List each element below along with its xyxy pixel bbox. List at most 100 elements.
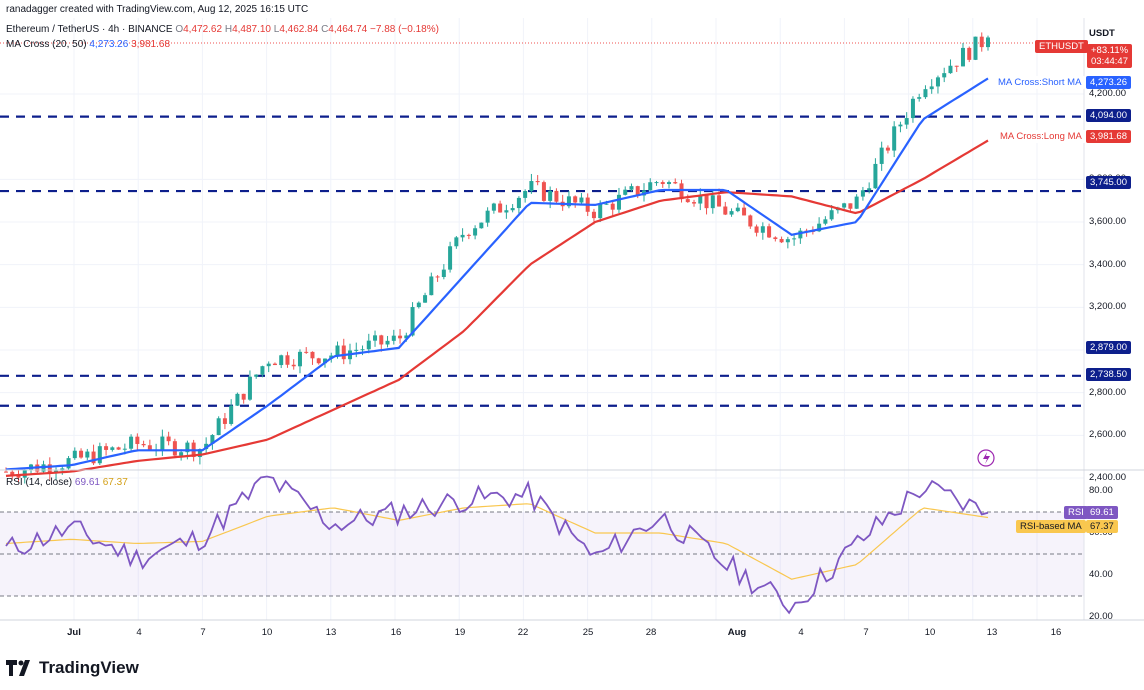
candle-body: [767, 226, 772, 238]
candle-body: [529, 181, 534, 192]
candle-body: [10, 471, 15, 476]
candle-body: [185, 442, 190, 453]
ma-short-value: 4,273.26: [89, 39, 129, 50]
candle-body: [491, 203, 496, 211]
rsi-tick-label: 20.00: [1089, 611, 1113, 622]
candles: [4, 32, 990, 484]
candle-body: [679, 183, 684, 200]
candle-body: [904, 118, 909, 125]
candle-body: [473, 228, 478, 236]
candle-body: [260, 366, 265, 375]
flash-icon[interactable]: [977, 449, 995, 467]
price-tick-label: 3,200.00: [1089, 301, 1126, 313]
candle-body: [935, 77, 940, 87]
time-tick-label: 28: [645, 627, 657, 638]
time-tick-label: 7: [863, 627, 869, 638]
tradingview-logo[interactable]: TradingView: [6, 658, 139, 678]
candle-body: [648, 182, 653, 191]
rsi-ma-line: [5, 503, 989, 580]
candle-body: [454, 237, 459, 247]
level-3745-tag: 3,745.00: [1086, 176, 1131, 189]
candle-body: [573, 196, 578, 203]
candle-body: [441, 269, 446, 278]
candle-body: [79, 450, 84, 458]
candle-body: [116, 447, 121, 450]
candle-body: [817, 223, 822, 232]
candle-body: [579, 197, 584, 203]
candle-body: [760, 226, 765, 233]
candle-body: [591, 211, 596, 219]
candle-body: [354, 349, 359, 351]
short-ma-value-tag: 4,273.26: [1086, 76, 1131, 89]
candle-body: [360, 349, 365, 351]
candle-body: [85, 451, 90, 458]
candle-body: [410, 307, 415, 336]
candle-body: [147, 445, 152, 450]
candle-body: [141, 443, 146, 446]
time-tick-label: 4: [136, 627, 142, 638]
candle-body: [979, 36, 984, 48]
candle-body: [986, 37, 990, 48]
candle-body: [122, 448, 127, 450]
rsi-tick-label: 80.00: [1089, 485, 1113, 496]
candle-body: [516, 197, 521, 209]
candle-body: [160, 436, 165, 450]
rsi-value: 69.61: [74, 477, 100, 488]
time-tick-label: 19: [454, 627, 466, 638]
change-value: −7.88 (−0.18%): [370, 24, 439, 35]
candle-body: [423, 295, 428, 303]
candle-body: [635, 186, 640, 196]
low-value: 4,462.84: [279, 24, 319, 35]
currency-label[interactable]: USDT: [1089, 28, 1115, 39]
long-ma-line: [5, 139, 989, 477]
candle-body: [823, 219, 828, 224]
candle-body: [541, 182, 546, 201]
candle-body: [485, 210, 490, 223]
candle-body: [910, 98, 915, 119]
time-tick-label: Jul: [67, 627, 81, 638]
candle-body: [842, 203, 847, 208]
candle-body: [16, 475, 21, 478]
time-tick-label: 13: [986, 627, 998, 638]
candle-body: [566, 196, 571, 207]
candle-body: [923, 89, 928, 98]
candle-body: [892, 126, 897, 151]
symbol-title[interactable]: Ethereum / TetherUS · 4h · BINANCE: [6, 24, 173, 35]
time-tick-label: 7: [200, 627, 206, 638]
time-tick-label: 22: [517, 627, 529, 638]
rsi-legend[interactable]: RSI (14, close) 69.61 67.37: [6, 477, 128, 488]
candle-body: [748, 215, 753, 227]
candle-body: [129, 436, 134, 449]
price-tick-label: 2,800.00: [1089, 386, 1126, 398]
time-tick-label: 13: [325, 627, 337, 638]
ohlc-legend: Ethereum / TetherUS · 4h · BINANCE O4,47…: [6, 24, 439, 35]
candle-body: [698, 195, 703, 204]
candle-body: [285, 355, 290, 365]
candle-body: [322, 358, 327, 364]
candle-body: [4, 471, 8, 473]
ma-legend[interactable]: MA Cross (20, 50) 4,273.26 3,981.68: [6, 39, 170, 50]
candle-body: [754, 226, 759, 233]
candle-body: [66, 458, 71, 469]
moving-averages: [5, 77, 989, 477]
candle-body: [110, 447, 115, 450]
last-price-tag: +83.11% 03:44:47: [1087, 44, 1133, 68]
candle-body: [373, 335, 378, 341]
candle-body: [885, 147, 890, 151]
candle-body: [366, 340, 371, 350]
long-ma-value-tag: 3,981.68: [1086, 130, 1131, 143]
candle-body: [798, 230, 803, 239]
candle-body: [135, 436, 140, 444]
candle-body: [654, 182, 659, 184]
candle-body: [216, 418, 221, 436]
candle-body: [673, 182, 678, 184]
candle-body: [667, 182, 672, 185]
candle-body: [341, 345, 346, 360]
long-ma-name-tag: MA Cross:Long MA: [996, 130, 1086, 143]
candle-body: [498, 203, 503, 213]
candle-body: [954, 65, 959, 67]
candle-body: [229, 405, 234, 424]
symbol-tag: ETHUSDT: [1035, 40, 1088, 53]
tradingview-icon: [6, 660, 30, 676]
